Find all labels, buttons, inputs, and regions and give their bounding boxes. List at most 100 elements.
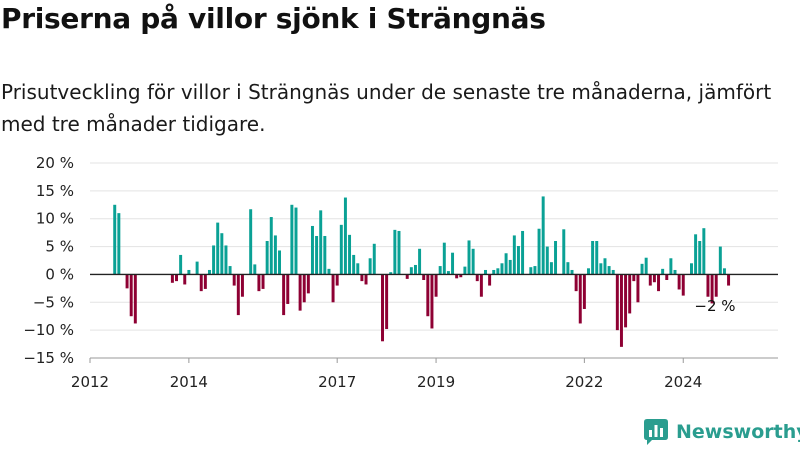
- bar: [232, 274, 236, 286]
- bar: [710, 274, 714, 304]
- bar: [216, 222, 220, 275]
- bar: [669, 258, 673, 275]
- bar: [500, 263, 504, 275]
- bar: [426, 274, 430, 317]
- bar: [475, 274, 479, 282]
- chart-subtitle: Prisutveckling för villor i Strängnäs un…: [1, 80, 772, 136]
- y-tick-label: 5 %: [45, 238, 74, 256]
- bar: [566, 262, 570, 275]
- bar: [512, 235, 516, 275]
- bar: [496, 268, 500, 275]
- bar: [677, 274, 681, 290]
- bar: [187, 269, 191, 275]
- bar: [611, 269, 615, 275]
- bar: [348, 234, 352, 275]
- bar: [446, 271, 450, 275]
- bar: [327, 268, 331, 275]
- bar: [364, 274, 368, 285]
- bar: [294, 207, 298, 275]
- newsworthy-logo[interactable]: Newsworthy: [644, 419, 800, 445]
- bar: [335, 274, 339, 286]
- bar: [413, 264, 417, 275]
- bar: [253, 264, 257, 275]
- bar: [537, 228, 541, 275]
- bar: [463, 266, 467, 275]
- bar: [240, 274, 244, 297]
- bar: [117, 213, 121, 275]
- bar: [278, 250, 281, 275]
- bar: [199, 274, 203, 292]
- bar: [179, 254, 183, 275]
- bar: [504, 253, 508, 275]
- bar: [521, 230, 525, 275]
- bar: [442, 242, 446, 275]
- bar: [397, 230, 401, 275]
- bar: [665, 274, 669, 280]
- bar: [628, 274, 632, 314]
- bar: [587, 268, 590, 275]
- bar: [632, 274, 636, 282]
- bar: [549, 262, 553, 275]
- bar: [224, 245, 228, 275]
- bar: [286, 274, 290, 304]
- bar: [368, 258, 372, 275]
- bar: [479, 274, 483, 297]
- bar: [175, 274, 178, 282]
- bar: [306, 274, 310, 294]
- x-tick-label: 2012: [71, 373, 109, 391]
- bar: [727, 274, 731, 286]
- bar: [422, 274, 426, 280]
- bar: [624, 274, 628, 328]
- bar: [290, 204, 294, 275]
- y-tick-label: 20 %: [36, 154, 74, 172]
- bar: [430, 274, 434, 329]
- bar: [640, 263, 644, 275]
- bar: [418, 248, 422, 275]
- bar: [619, 274, 623, 347]
- bar: [451, 252, 455, 275]
- x-tick-label: 2017: [318, 373, 356, 391]
- bar: [360, 274, 364, 282]
- bar: [706, 274, 710, 297]
- bar: [273, 235, 277, 275]
- x-tick-label: 2022: [565, 373, 603, 391]
- bar: [574, 274, 578, 292]
- bar: [541, 196, 545, 275]
- bar: [257, 274, 261, 292]
- y-tick-label: −5 %: [33, 293, 74, 311]
- bar: [582, 274, 586, 309]
- y-tick-label: 10 %: [36, 210, 74, 228]
- bar: [714, 274, 718, 297]
- bar: [298, 274, 302, 311]
- bar: [170, 274, 174, 283]
- bar: [302, 274, 306, 303]
- bar: [607, 266, 611, 275]
- bar: [352, 254, 356, 275]
- bar: [615, 274, 619, 331]
- bar: [203, 274, 207, 289]
- bar: [718, 246, 722, 275]
- bar: [694, 234, 698, 275]
- bar: [310, 225, 314, 275]
- bar: [236, 274, 240, 316]
- bar: [356, 263, 360, 275]
- bar: [459, 274, 463, 278]
- bar: [578, 274, 582, 324]
- y-tick-label: −10 %: [23, 321, 74, 339]
- bar: [488, 274, 492, 286]
- bar: [570, 269, 574, 275]
- bar: [220, 233, 224, 275]
- bar: [657, 274, 661, 292]
- bar: [702, 228, 706, 275]
- bar: [698, 241, 702, 275]
- bar: [492, 269, 496, 275]
- x-tick-label: 2019: [417, 373, 455, 391]
- bar: [648, 274, 652, 286]
- bar: [438, 266, 442, 275]
- bar: [339, 224, 343, 275]
- bar: [508, 259, 512, 275]
- bar: [636, 274, 640, 303]
- bar: [484, 269, 487, 275]
- bar: [228, 266, 232, 275]
- bar: [133, 274, 137, 324]
